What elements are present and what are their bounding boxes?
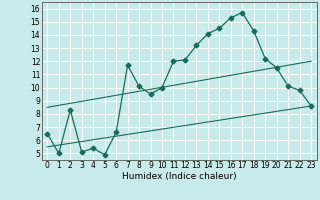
X-axis label: Humidex (Indice chaleur): Humidex (Indice chaleur) xyxy=(122,172,236,181)
